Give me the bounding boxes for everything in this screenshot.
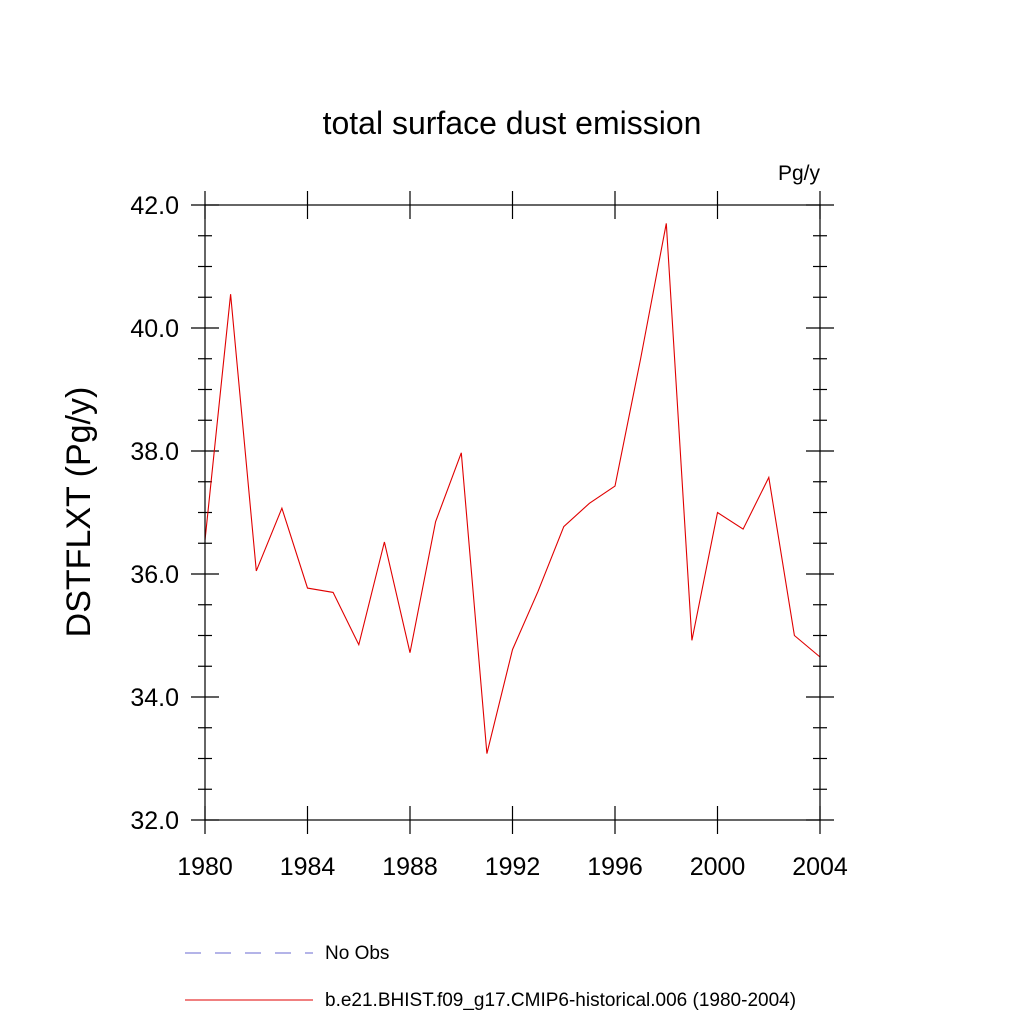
axis-ticks: 32.0 34.0 36.0 38.0 40.0 42.0 1980 1984 1988 1992… (130, 191, 848, 881)
x-tick-label: 1996 (587, 853, 643, 881)
units-label: Pg/y (778, 162, 821, 185)
x-tick-label: 1988 (382, 853, 438, 881)
y-tick-label: 42.0 (130, 192, 179, 220)
y-tick-label: 38.0 (130, 438, 179, 466)
series-line (204, 223, 821, 754)
x-tick-label: 1992 (485, 853, 541, 881)
y-axis-title: DSTFLXT (Pg/y) (60, 387, 98, 638)
x-tick-label: 2000 (690, 853, 746, 881)
x-tick-label: 1984 (280, 853, 336, 881)
chart-title: total surface dust emission (323, 105, 702, 141)
legend-label-model: b.e21.BHIST.f09_g17.CMIP6-historical.006… (325, 990, 796, 1011)
y-tick-label: 36.0 (130, 561, 179, 589)
x-tick-label: 1980 (177, 853, 233, 881)
y-tick-label: 40.0 (130, 315, 179, 343)
plot-frame (204, 204, 821, 821)
legend-label-no-obs: No Obs (325, 943, 389, 964)
y-tick-label: 32.0 (130, 807, 179, 835)
y-tick-label: 34.0 (130, 684, 179, 712)
legend: No Obs b.e21.BHIST.f09_g17.CMIP6-histori… (185, 943, 796, 1011)
x-tick-label: 2004 (792, 853, 848, 881)
series-layer (204, 223, 821, 754)
